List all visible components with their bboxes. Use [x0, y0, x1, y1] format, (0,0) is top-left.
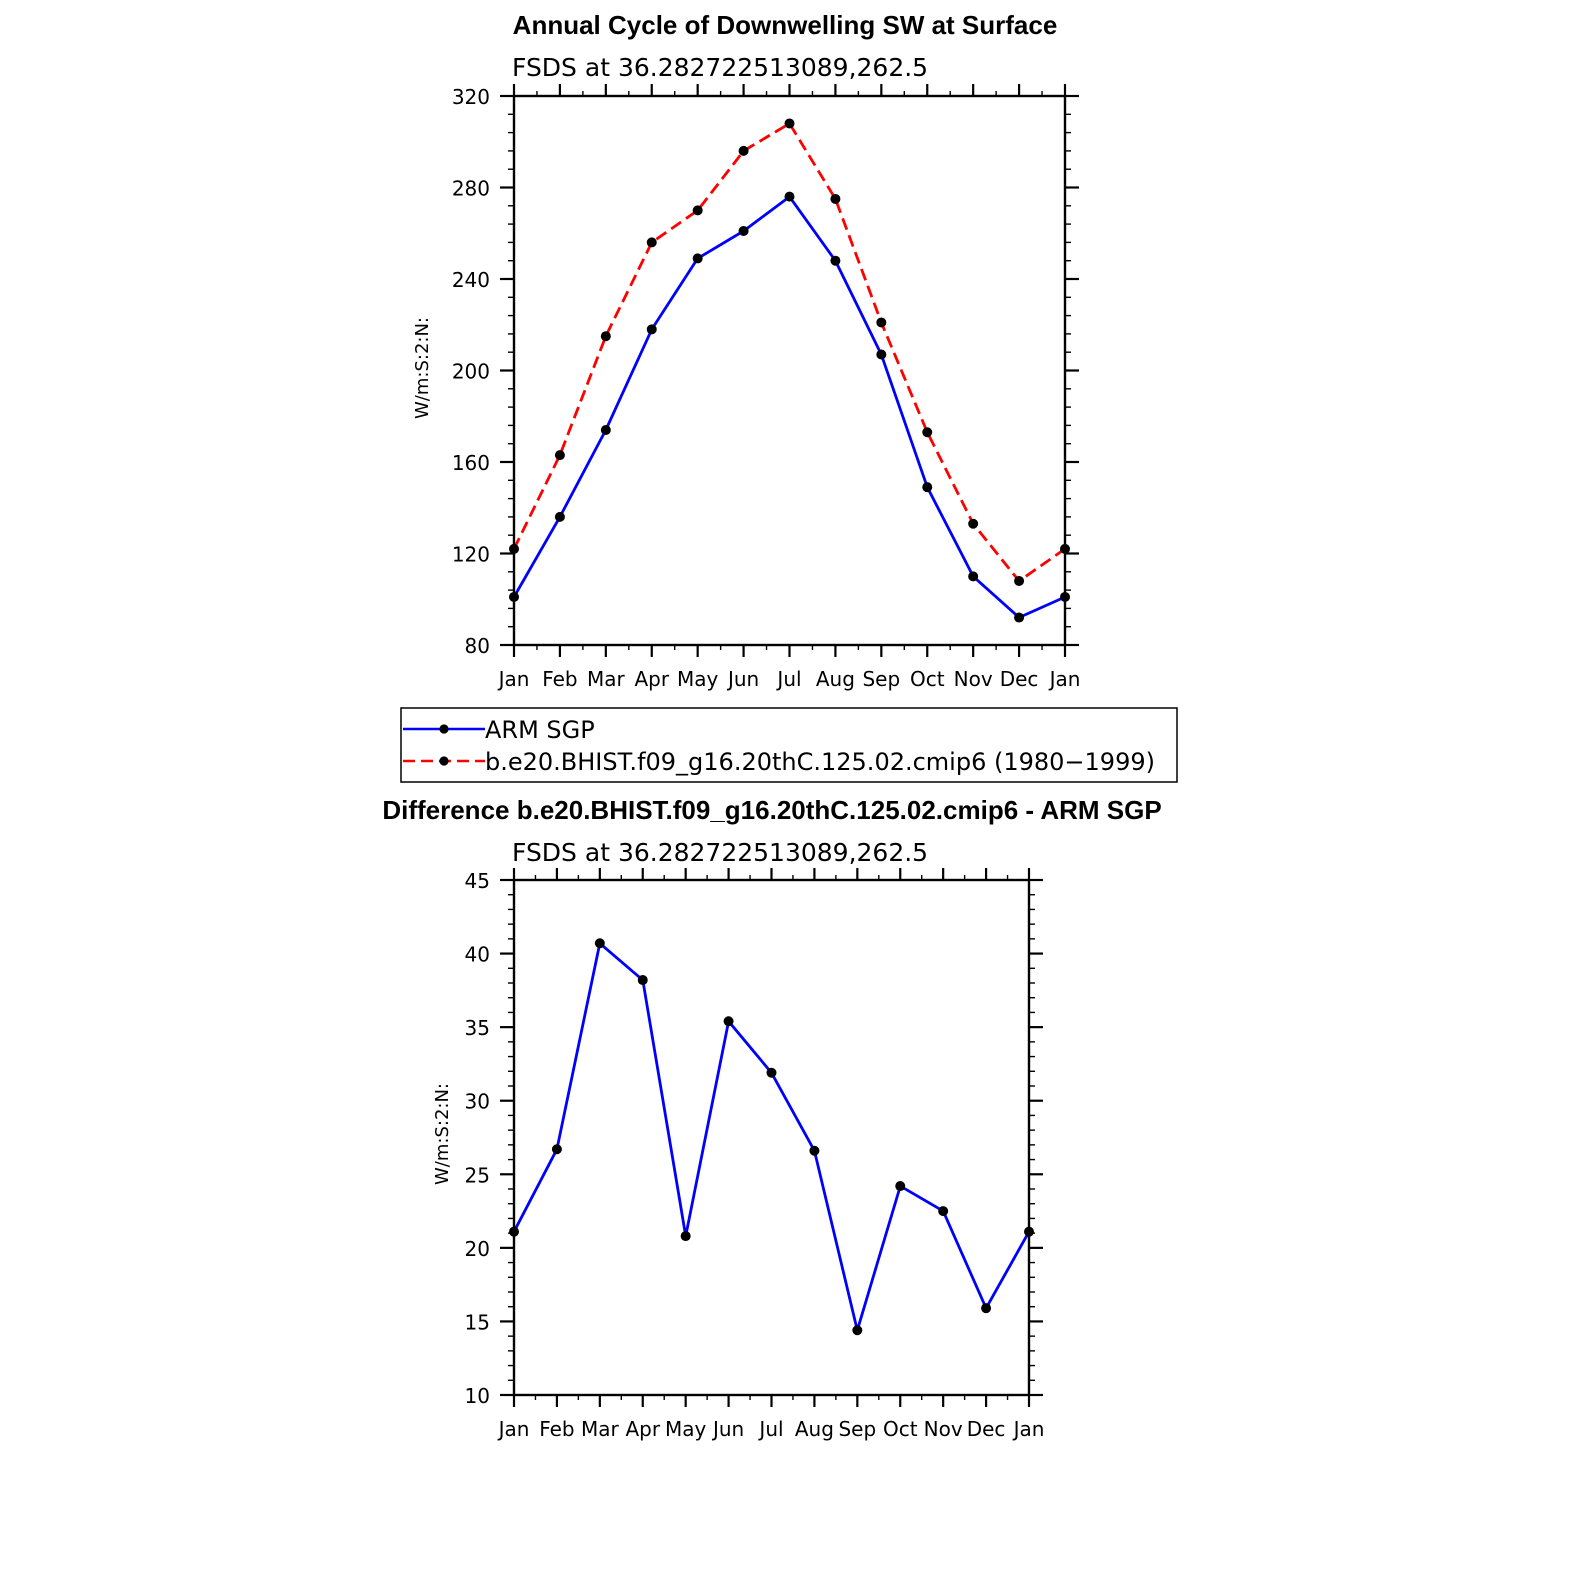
y-tick-label: 160	[452, 451, 490, 475]
x-tick-label: Dec	[1000, 667, 1039, 691]
chart-1-series-1-point	[784, 191, 795, 202]
legend-label-arm-sgp: ARM SGP	[485, 716, 595, 744]
chart-1-series-2-point	[784, 118, 795, 129]
x-tick-label: Dec	[967, 1417, 1006, 1441]
x-tick-label: Jun	[711, 1417, 744, 1441]
chart-2-series-1-point	[1024, 1226, 1034, 1237]
y-tick-label: 200	[452, 360, 490, 384]
chart-2-series-1-point	[637, 975, 648, 986]
y-tick-label: 45	[465, 869, 490, 893]
x-tick-label: Aug	[795, 1417, 834, 1441]
x-tick-label: Mar	[587, 667, 626, 691]
chart-2-title: Difference b.e20.BHIST.f09_g16.20thC.125…	[382, 795, 1161, 825]
x-tick-label: Jul	[757, 1417, 783, 1441]
chart-2-y-axis-label: W/m:S:2:N:	[432, 1083, 453, 1185]
chart-2-series-1-point	[551, 1144, 562, 1155]
x-tick-label: Oct	[910, 667, 945, 691]
chart-1-series-2-point	[968, 518, 979, 529]
chart-1-title: Annual Cycle of Downwelling SW at Surfac…	[513, 10, 1058, 40]
y-tick-label: 120	[452, 543, 490, 567]
legend-marker-model	[439, 756, 449, 766]
chart-1-subtitle: FSDS at 36.282722513089,262.5	[512, 53, 928, 82]
chart-1-series-2-point	[738, 145, 749, 156]
x-tick-label: Jan	[497, 1417, 530, 1441]
y-tick-label: 10	[465, 1384, 490, 1408]
chart-2-series-1-line	[512, 941, 1031, 1332]
x-tick-label: Feb	[542, 667, 577, 691]
y-tick-label: 240	[452, 268, 490, 292]
x-tick-label: Sep	[862, 667, 900, 691]
chart-2-series-1-point	[852, 1325, 863, 1336]
chart-1-series-2-point	[830, 193, 841, 204]
chart-1-legend: ARM SGP b.e20.BHIST.f09_g16.20thC.125.02…	[400, 707, 1178, 783]
y-tick-label: 30	[465, 1090, 490, 1114]
chart-1-series-1-point	[692, 253, 703, 264]
chart-2-series-1-point	[680, 1231, 691, 1242]
chart-1-series-1-point	[738, 225, 749, 236]
x-tick-label: Apr	[634, 667, 669, 691]
chart-2-series-1-point	[509, 1226, 519, 1237]
x-tick-label: Mar	[581, 1417, 620, 1441]
x-tick-label: Jan	[1048, 667, 1081, 691]
x-tick-label: Jan	[497, 667, 530, 691]
chart-2-series-1-point	[766, 1067, 777, 1078]
chart-1-series-2-point	[876, 317, 887, 328]
y-tick-label: 280	[452, 177, 490, 201]
legend-marker-arm-sgp	[439, 724, 449, 734]
x-tick-label: Aug	[816, 667, 855, 691]
chart-1-series-2-point	[692, 205, 703, 216]
chart-2-subtitle: FSDS at 36.282722513089,262.5	[512, 838, 928, 867]
chart-1-frame	[512, 94, 1067, 647]
chart-1-series-1-point	[600, 424, 611, 435]
chart-2-series-1-point	[594, 938, 605, 949]
chart-2-series-1-point	[723, 1016, 734, 1027]
chart-1-series-2-point	[646, 237, 657, 248]
y-tick-label: 20	[465, 1237, 490, 1261]
y-tick-label: 15	[465, 1310, 490, 1334]
x-tick-label: Sep	[838, 1417, 876, 1441]
chart-1-series-2-point	[554, 450, 565, 461]
y-tick-label: 25	[465, 1163, 490, 1187]
chart-1-series-1-point	[509, 591, 519, 602]
chart-1-series-2-point	[600, 331, 611, 342]
y-tick-label: 80	[465, 634, 490, 658]
chart-1-plot-area: Jan Feb Mar Apr May Jun Jul Aug Sep Oct Nov Dec Jan 8…	[452, 84, 1081, 691]
x-tick-label: Jun	[726, 667, 759, 691]
legend-label-model: b.e20.BHIST.f09_g16.20thC.125.02.cmip6 (…	[485, 748, 1155, 776]
chart-1-series-1-point	[554, 511, 565, 522]
chart-1-series-2-point	[1060, 543, 1070, 554]
x-tick-label: Oct	[883, 1417, 918, 1441]
chart-2-plot-area: Jan Feb Mar Apr May Jun Jul Aug Sep Oct Nov Dec Jan1…	[465, 868, 1045, 1441]
chart-1-series-1-point	[1014, 612, 1025, 623]
chart-1-series-2-point	[509, 543, 519, 554]
chart-1-series-2-point	[1014, 575, 1025, 586]
chart-2-series-1-point	[895, 1181, 906, 1192]
x-tick-label: Apr	[625, 1417, 660, 1441]
chart-1-series-1-point	[1060, 591, 1070, 602]
chart-1-series-1-point	[876, 349, 887, 360]
y-tick-label: 35	[465, 1016, 490, 1040]
x-tick-label: May	[665, 1417, 707, 1441]
chart-2-series-1-point	[938, 1206, 949, 1217]
chart-1-series-2-point	[922, 427, 933, 438]
chart-1-series-1-line	[512, 195, 1066, 619]
x-tick-label: Jan	[1012, 1417, 1045, 1441]
chart-1-series-1-point	[968, 571, 979, 582]
x-tick-label: Nov	[924, 1417, 963, 1441]
x-tick-label: Nov	[954, 667, 993, 691]
chart-1-series-1-point	[922, 482, 933, 493]
x-tick-label: May	[677, 667, 719, 691]
y-tick-label: 320	[452, 85, 490, 109]
x-tick-label: Jul	[775, 667, 801, 691]
chart-2-frame	[512, 878, 1031, 1397]
chart-2-series-1-point	[809, 1145, 820, 1156]
chart-1-series-1-point	[830, 255, 841, 266]
y-tick-label: 40	[465, 943, 490, 967]
chart-1-y-axis-label: W/m:S:2:N:	[412, 317, 433, 419]
chart-1-series-1-point	[646, 324, 657, 335]
x-tick-label: Feb	[539, 1417, 574, 1441]
chart-2-series-1-point	[981, 1303, 992, 1314]
legend-box	[400, 707, 1178, 783]
